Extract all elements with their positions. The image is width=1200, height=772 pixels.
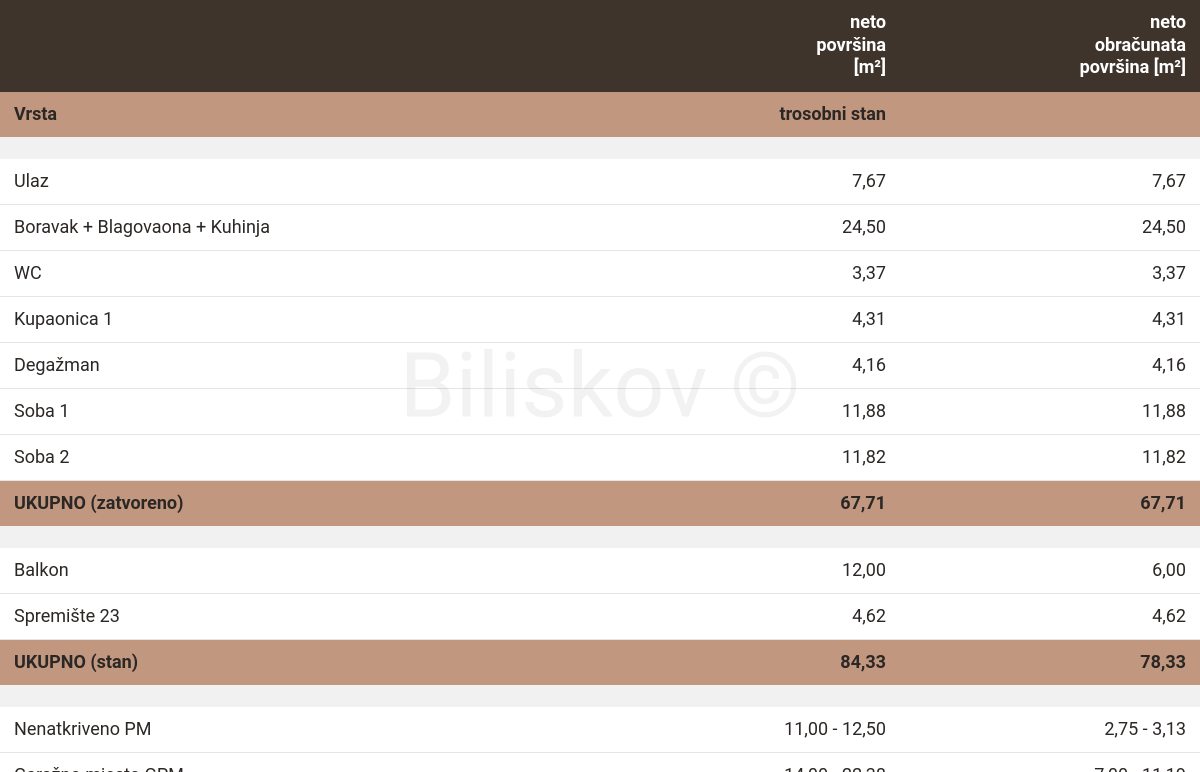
table-row: Ulaz7,677,67 [0, 159, 1200, 205]
table-row [0, 526, 1200, 548]
table-row: Kupaonica 14,314,31 [0, 296, 1200, 342]
cell-obr: 2,75 - 3,13 [900, 707, 1200, 753]
cell-obr: 4,16 [900, 342, 1200, 388]
area-table: netopovršina[m²]netoobračunatapovršina [… [0, 0, 1200, 772]
cell-label: Balkon [0, 548, 600, 594]
cell-obr: 78,33 [900, 639, 1200, 685]
cell-label: WC [0, 250, 600, 296]
cell-obr: 4,31 [900, 296, 1200, 342]
cell-neto: 3,37 [600, 250, 900, 296]
table-row: WC3,373,37 [0, 250, 1200, 296]
cell-label: Kupaonica 1 [0, 296, 600, 342]
cell-obr: 3,37 [900, 250, 1200, 296]
cell-obr [900, 92, 1200, 137]
table-row: Balkon12,006,00 [0, 548, 1200, 594]
spacer-cell [0, 137, 1200, 159]
cell-label: Garažno mjesto GPM [0, 752, 600, 772]
table-row: Degažman4,164,16 [0, 342, 1200, 388]
cell-neto: 12,00 [600, 548, 900, 594]
cell-neto: trosobni stan [600, 92, 900, 137]
cell-obr: 11,82 [900, 434, 1200, 480]
col-header-obr: netoobračunatapovršina [m²] [900, 0, 1200, 92]
col-header-label [0, 0, 600, 92]
table-row: Soba 111,8811,88 [0, 388, 1200, 434]
cell-label: Boravak + Blagovaona + Kuhinja [0, 204, 600, 250]
table-body: Vrstatrosobni stanUlaz7,677,67Boravak + … [0, 92, 1200, 772]
table-row [0, 137, 1200, 159]
table-header-row: netopovršina[m²]netoobračunatapovršina [… [0, 0, 1200, 92]
page: Biliskov © netopovršina[m²]netoobračunat… [0, 0, 1200, 772]
cell-neto: 11,00 - 12,50 [600, 707, 900, 753]
cell-label: Ulaz [0, 159, 600, 205]
cell-neto: 84,33 [600, 639, 900, 685]
cell-obr: 7,00 - 11,19 [900, 752, 1200, 772]
cell-label: Nenatkriveno PM [0, 707, 600, 753]
table-row: Soba 211,8211,82 [0, 434, 1200, 480]
table-row: Spremište 234,624,62 [0, 593, 1200, 639]
cell-neto: 4,31 [600, 296, 900, 342]
table-row: UKUPNO (zatvoreno)67,7167,71 [0, 480, 1200, 526]
cell-obr: 11,88 [900, 388, 1200, 434]
table-row [0, 685, 1200, 707]
table-header: netopovršina[m²]netoobračunatapovršina [… [0, 0, 1200, 92]
cell-neto: 4,16 [600, 342, 900, 388]
spacer-cell [0, 526, 1200, 548]
cell-neto: 11,88 [600, 388, 900, 434]
col-header-neto: netopovršina[m²] [600, 0, 900, 92]
cell-obr: 7,67 [900, 159, 1200, 205]
table-row: Boravak + Blagovaona + Kuhinja24,5024,50 [0, 204, 1200, 250]
cell-neto: 67,71 [600, 480, 900, 526]
cell-neto: 4,62 [600, 593, 900, 639]
cell-obr: 4,62 [900, 593, 1200, 639]
cell-label: Soba 1 [0, 388, 600, 434]
cell-obr: 67,71 [900, 480, 1200, 526]
cell-neto: 7,67 [600, 159, 900, 205]
cell-label: Vrsta [0, 92, 600, 137]
table-row: UKUPNO (stan)84,3378,33 [0, 639, 1200, 685]
table-row: Garažno mjesto GPM14,00 - 22,387,00 - 11… [0, 752, 1200, 772]
cell-label: Soba 2 [0, 434, 600, 480]
spacer-cell [0, 685, 1200, 707]
cell-neto: 14,00 - 22,38 [600, 752, 900, 772]
cell-label: UKUPNO (stan) [0, 639, 600, 685]
cell-label: Degažman [0, 342, 600, 388]
cell-obr: 6,00 [900, 548, 1200, 594]
cell-neto: 24,50 [600, 204, 900, 250]
cell-label: Spremište 23 [0, 593, 600, 639]
cell-neto: 11,82 [600, 434, 900, 480]
table-row: Vrstatrosobni stan [0, 92, 1200, 137]
cell-label: UKUPNO (zatvoreno) [0, 480, 600, 526]
cell-obr: 24,50 [900, 204, 1200, 250]
table-row: Nenatkriveno PM11,00 - 12,502,75 - 3,13 [0, 707, 1200, 753]
